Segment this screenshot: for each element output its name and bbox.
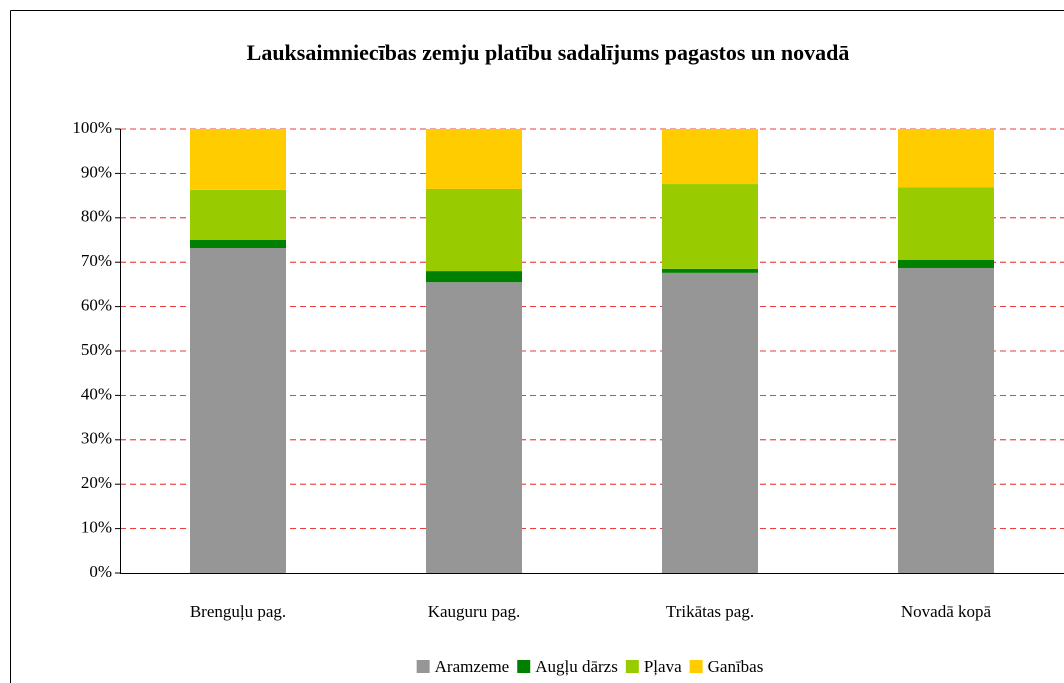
x-tick-label: Novadā kopā — [901, 602, 992, 621]
legend-label: Augļu dārzs — [535, 657, 618, 676]
y-tick-label: 0% — [89, 562, 112, 581]
chart-title: Lauksaimniecības zemju platību sadalījum… — [247, 40, 850, 65]
y-tick-label: 20% — [81, 473, 112, 492]
bar-segment — [426, 129, 522, 189]
legend-label: Aramzeme — [435, 657, 510, 676]
bar-segment — [190, 129, 286, 190]
x-tick-label: Kauguru pag. — [428, 602, 521, 621]
bar-segment — [426, 188, 522, 272]
x-tick-label: Trikātas pag. — [666, 602, 754, 621]
legend-swatch — [416, 660, 430, 673]
legend-label: Ganības — [708, 657, 764, 676]
bar-segment — [426, 282, 522, 573]
y-tick-label: 60% — [81, 296, 112, 315]
legend-swatch — [517, 660, 531, 673]
bar-segment — [898, 267, 994, 573]
bar-segment — [190, 189, 286, 240]
bar-segment — [898, 259, 994, 268]
y-tick-label: 10% — [81, 518, 112, 537]
bar-segment — [898, 129, 994, 188]
y-tick-label: 80% — [81, 207, 112, 226]
bar-segment — [662, 184, 758, 269]
bar-segment — [898, 187, 994, 260]
legend-swatch — [689, 660, 703, 673]
y-tick-label: 40% — [81, 384, 112, 403]
bar-segment — [190, 247, 286, 573]
y-tick-label: 30% — [81, 429, 112, 448]
y-tick-label: 50% — [81, 340, 112, 359]
y-tick-label: 70% — [81, 251, 112, 270]
bar-segment — [662, 272, 758, 573]
bar-segment — [662, 129, 758, 185]
bar-segment — [190, 240, 286, 248]
y-tick-label: 100% — [72, 118, 112, 137]
y-tick-label: 90% — [81, 162, 112, 181]
bar-segment — [662, 268, 758, 273]
legend-swatch — [625, 660, 639, 673]
legend-label: Pļava — [644, 657, 682, 676]
x-tick-label: Brenguļu pag. — [190, 602, 286, 621]
bar-segment — [426, 271, 522, 283]
